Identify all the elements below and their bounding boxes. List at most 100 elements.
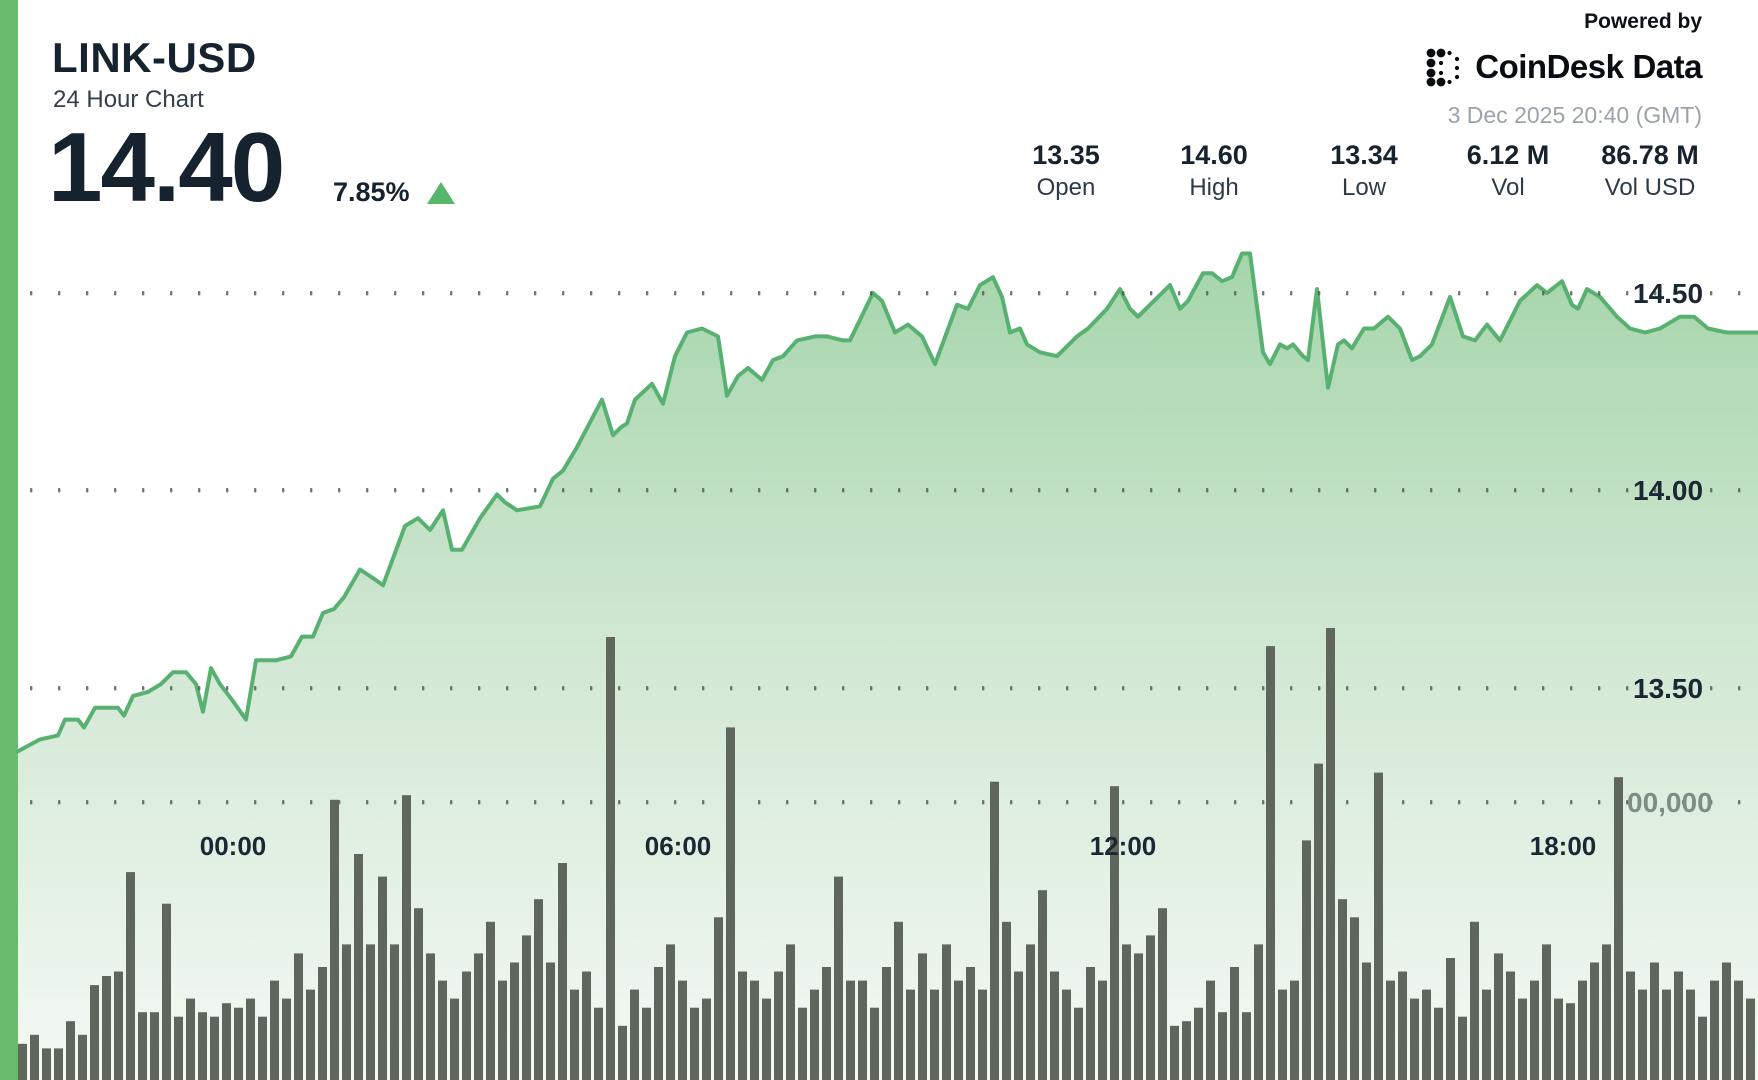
- up-arrow-icon: [427, 182, 455, 204]
- volume-bar: [654, 967, 663, 1080]
- data-timestamp: 3 Dec 2025 20:40 (GMT): [1447, 102, 1702, 128]
- volume-bar: [174, 1016, 183, 1080]
- volume-bar: [258, 1016, 267, 1080]
- coindesk-data-logo: CoinDesk Data: [1424, 46, 1702, 88]
- time-tick-label: 00:00: [200, 831, 267, 861]
- volume-bar: [1638, 989, 1647, 1080]
- volume-bar: [30, 1034, 39, 1080]
- volume-bar: [1566, 1003, 1575, 1080]
- price-axis-labels: 14.50 14.00 13.50: [1633, 278, 1703, 704]
- volume-bar: [558, 863, 567, 1080]
- volume-bar: [1050, 971, 1059, 1080]
- volume-bar: [1014, 971, 1023, 1080]
- volume-bar: [198, 1012, 207, 1080]
- volume-bar: [990, 781, 999, 1080]
- volume-bar: [186, 998, 195, 1080]
- volume-bar: [714, 917, 723, 1080]
- stat-vol-usd: 86.78 M Vol USD: [1565, 138, 1735, 204]
- volume-bar: [858, 980, 867, 1080]
- volume-bar: [1470, 921, 1479, 1080]
- volume-bar: [1086, 967, 1095, 1080]
- price-line: [16, 251, 1758, 754]
- volume-bar: [930, 989, 939, 1080]
- volume-bar: [462, 971, 471, 1080]
- stat-high-value: 14.60: [1180, 140, 1248, 170]
- volume-bar: [906, 989, 915, 1080]
- volume-bar: [1110, 786, 1119, 1080]
- volume-axis-label: 00,000: [1627, 787, 1713, 818]
- volume-bar: [630, 989, 639, 1080]
- volume-bar: [1578, 980, 1587, 1080]
- volume-bar: [1722, 962, 1731, 1080]
- volume-bar: [90, 985, 99, 1080]
- volume-bar: [486, 921, 495, 1080]
- volume-bar: [1158, 908, 1167, 1080]
- accent-strip: [0, 0, 18, 1080]
- volume-bar: [666, 944, 675, 1080]
- symbol-title: LINK-USD: [52, 34, 257, 81]
- volume-bar: [366, 944, 375, 1080]
- volume-bar: [234, 1007, 243, 1080]
- volume-bar: [1038, 890, 1047, 1080]
- stat-vol-usd-value: 86.78 M: [1601, 140, 1699, 170]
- volume-bar: [1266, 646, 1275, 1080]
- volume-bar: [1614, 777, 1623, 1080]
- stat-low: 13.34 Low: [1279, 138, 1449, 204]
- volume-bar: [126, 872, 135, 1080]
- volume-bar: [738, 971, 747, 1080]
- volume-bar: [150, 1012, 159, 1080]
- volume-bar: [1650, 962, 1659, 1080]
- volume-bar: [78, 1034, 87, 1080]
- stat-vol-value: 6.12 M: [1466, 140, 1550, 170]
- volume-bar: [1602, 944, 1611, 1080]
- volume-bar: [1230, 967, 1239, 1080]
- volume-bar: [1590, 962, 1599, 1080]
- logo-word-data: Data: [1632, 48, 1702, 85]
- volume-bar: [522, 935, 531, 1080]
- volume-bar: [1314, 763, 1323, 1080]
- volume-bar: [678, 980, 687, 1080]
- volume-bar: [66, 1021, 75, 1080]
- volume-bar: [1182, 1021, 1191, 1080]
- price-tick-label: 13.50: [1633, 673, 1703, 704]
- volume-bar: [210, 1016, 219, 1080]
- percent-change: 7.85%: [333, 177, 410, 207]
- volume-bar: [810, 989, 819, 1080]
- volume-bar: [822, 967, 831, 1080]
- volume-bar: [546, 962, 555, 1080]
- volume-bar: [1002, 921, 1011, 1080]
- volume-bar: [834, 876, 843, 1080]
- volume-bar: [1218, 1012, 1227, 1080]
- volume-bar: [162, 903, 171, 1080]
- volume-bar: [1710, 980, 1719, 1080]
- volume-bar: [954, 980, 963, 1080]
- volume-bar: [1026, 944, 1035, 1080]
- volume-bar: [606, 637, 615, 1080]
- volume-bar: [474, 953, 483, 1080]
- stat-high-label: High: [1189, 174, 1239, 201]
- volume-bar: [498, 980, 507, 1080]
- volume-bar: [618, 1025, 627, 1080]
- chart-subtitle: 24 Hour Chart: [53, 86, 204, 113]
- volume-bar: [1674, 971, 1683, 1080]
- volume-bar: [1410, 998, 1419, 1080]
- volume-bar: [1374, 772, 1383, 1080]
- volume-bar: [534, 899, 543, 1080]
- stat-low-value: 13.34: [1330, 140, 1398, 170]
- volume-bar: [1542, 944, 1551, 1080]
- volume-bar: [942, 944, 951, 1080]
- volume-bar: [1098, 980, 1107, 1080]
- powered-by-label: Powered by: [1584, 10, 1702, 33]
- volume-bar: [18, 1043, 27, 1080]
- time-tick-label: 06:00: [645, 831, 712, 861]
- volume-bar: [894, 921, 903, 1080]
- volume-bar: [786, 944, 795, 1080]
- volume-bar: [1386, 980, 1395, 1080]
- stat-vol-usd-label: Vol USD: [1604, 174, 1696, 201]
- volume-bar: [1254, 944, 1263, 1080]
- volume-bar: [798, 1007, 807, 1080]
- volume-bar: [378, 876, 387, 1080]
- coindesk-logo-icon: [1426, 48, 1460, 87]
